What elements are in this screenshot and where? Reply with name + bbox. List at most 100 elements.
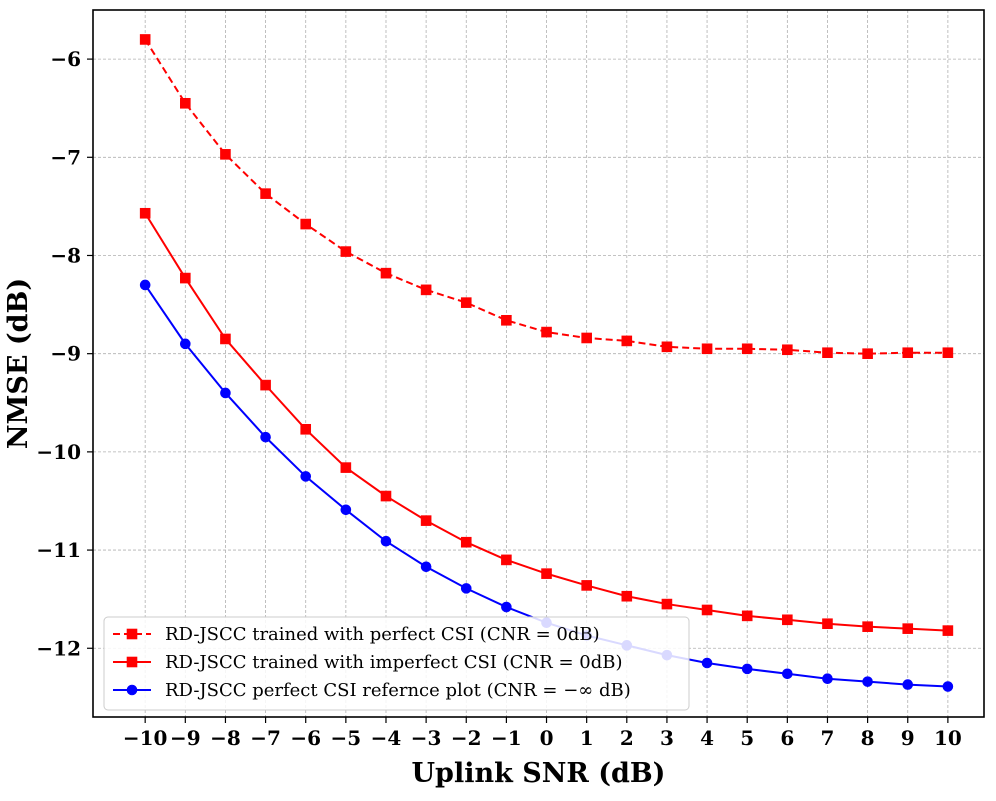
series-2-point (621, 590, 633, 602)
series-1-point (902, 347, 914, 358)
x-tick-label: −6 (290, 726, 321, 750)
series-3-point (380, 535, 392, 547)
series-1-point (741, 343, 753, 355)
x-tick-label: −1 (491, 726, 522, 750)
series-3-point (902, 679, 914, 690)
series-1-point (701, 343, 713, 355)
series-1-point (380, 267, 392, 279)
x-tick-label: 5 (740, 726, 754, 750)
series-2-point (902, 623, 914, 634)
series-1-point (581, 332, 592, 344)
series-1-point (541, 326, 552, 338)
series-2 (139, 207, 954, 636)
series-3-point (862, 676, 873, 687)
legend-box (103, 616, 690, 711)
series-3-point (340, 504, 352, 516)
series-3-point (260, 431, 271, 443)
series-1-point (139, 34, 151, 45)
series-1-point (300, 218, 312, 230)
series-1-point (460, 297, 472, 308)
series-1-point (822, 347, 833, 358)
x-tick-label: 4 (700, 726, 714, 750)
x-tick-label: 7 (821, 726, 835, 750)
series-3-point (220, 387, 231, 399)
x-tick-label: 3 (660, 726, 674, 750)
x-tick-label: 1 (580, 726, 594, 750)
y-tick-label: −10 (36, 440, 81, 464)
y-tick-label: −6 (50, 47, 81, 71)
series-2-point (942, 625, 954, 636)
series-3-point (741, 663, 753, 675)
y-tick-label: −11 (36, 538, 81, 562)
legend-marker (126, 656, 138, 668)
y-tick-label: −7 (50, 145, 81, 169)
series-1 (139, 34, 954, 359)
series-2-point (701, 604, 713, 616)
x-tick-label: 9 (901, 726, 915, 750)
series-3-point (420, 561, 432, 573)
series-3-point (460, 583, 472, 594)
x-tick-label: −2 (451, 726, 482, 750)
x-tick-label: 0 (540, 726, 554, 750)
x-tick-label: −5 (331, 726, 362, 750)
series-2-point (741, 610, 753, 622)
series-2-point (260, 379, 271, 391)
series-3-point (782, 668, 793, 680)
legend-entry: RD-JSCC trained with imperfect CSI (CNR … (113, 652, 622, 673)
plot-frame (92, 9, 985, 718)
series-2-point (380, 490, 392, 502)
series-1-point (340, 246, 352, 257)
series-2-point (220, 333, 231, 345)
series-1-point (501, 314, 512, 326)
x-tick-label: 2 (620, 726, 634, 750)
series-3-point (942, 681, 954, 692)
series-1-point (862, 348, 873, 359)
series-1-point (420, 284, 432, 296)
series-1-point (180, 97, 191, 109)
x-tick-label: −3 (411, 726, 442, 750)
series-3-point (822, 673, 833, 685)
y-tick-label: −8 (50, 243, 81, 267)
x-tick-label: −4 (371, 726, 402, 750)
x-axis-label: Uplink SNR (dB) (412, 758, 666, 789)
y-tick-label: −9 (50, 342, 81, 366)
y-tick-label: −12 (36, 636, 81, 660)
series-3-point (180, 338, 191, 350)
legend-entry: RD-JSCC trained with perfect CSI (CNR = … (113, 624, 600, 645)
x-tick-label: 6 (780, 726, 794, 750)
series-2-point (501, 554, 512, 566)
y-axis-label: NMSE (dB) (3, 278, 34, 449)
x-tick-label: −7 (250, 726, 281, 750)
series-1-point (260, 188, 271, 199)
legend-label: RD-JSCC trained with imperfect CSI (CNR … (165, 652, 622, 673)
legend-marker (126, 628, 138, 640)
series-1-point (782, 344, 793, 356)
legend-label: RD-JSCC perfect CSI refernce plot (CNR =… (165, 680, 631, 701)
series-1-point (942, 347, 954, 358)
legend-marker (126, 684, 138, 696)
legend-label: RD-JSCC trained with perfect CSI (CNR = … (165, 624, 600, 645)
series-2-point (541, 568, 552, 579)
legend-entry: RD-JSCC perfect CSI refernce plot (CNR =… (113, 680, 631, 701)
series-2-point (300, 423, 312, 435)
x-tick-label: −8 (210, 726, 241, 750)
series-2-point (782, 614, 793, 626)
series-3-point (701, 657, 713, 669)
series-1-point (661, 341, 673, 353)
series-1-point (621, 335, 633, 347)
series-1-point (220, 149, 231, 160)
series-3-point (300, 471, 312, 482)
series-2-point (460, 536, 472, 548)
legend: RD-JSCC trained with perfect CSI (CNR = … (103, 616, 690, 711)
series-2-point (862, 621, 873, 632)
series-2-point (420, 515, 432, 526)
series-2-point (340, 462, 352, 473)
series-3-point (501, 601, 512, 613)
x-tick-label: −9 (170, 726, 201, 750)
series-2-point (661, 598, 673, 610)
x-tick-label: 10 (934, 726, 962, 750)
series-2-point (139, 207, 151, 219)
series-2-point (822, 618, 833, 630)
